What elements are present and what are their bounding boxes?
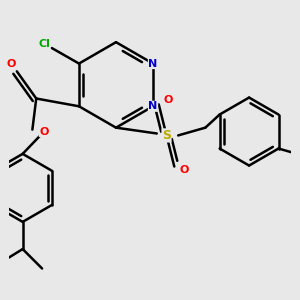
Text: S: S (162, 129, 171, 142)
Text: O: O (179, 165, 189, 176)
Text: O: O (39, 127, 49, 136)
Text: N: N (148, 58, 158, 69)
Text: O: O (6, 58, 16, 69)
Text: N: N (148, 101, 158, 111)
Text: Cl: Cl (38, 39, 50, 49)
Text: O: O (164, 95, 173, 106)
